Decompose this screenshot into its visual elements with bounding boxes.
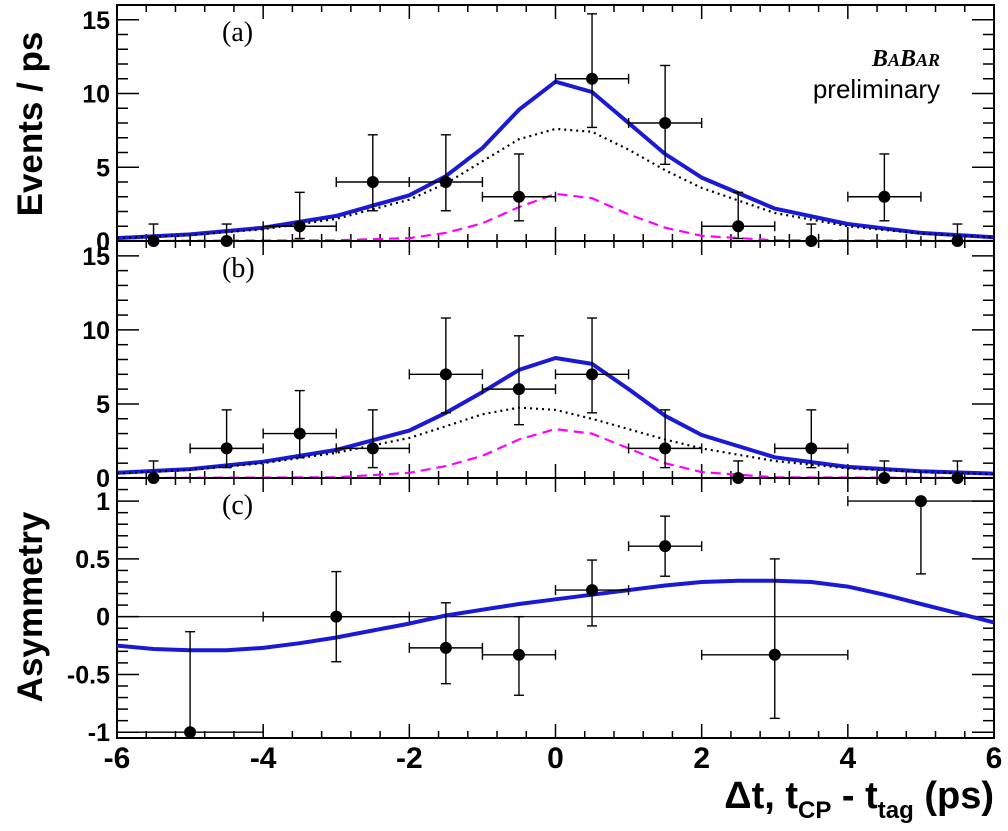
data-marker xyxy=(512,648,525,661)
data-marker xyxy=(586,72,599,85)
data-marker xyxy=(659,117,672,129)
data-point xyxy=(774,409,849,469)
data-point xyxy=(700,191,776,240)
data-point xyxy=(627,515,703,577)
y-tick-label: 5 xyxy=(96,391,110,419)
data-marker xyxy=(659,442,672,455)
x-tick-label: 4 xyxy=(839,742,856,775)
data-marker xyxy=(439,176,452,188)
babar-logo-b2: B xyxy=(899,46,916,72)
x-tick-label: -6 xyxy=(104,742,131,775)
y-tick-label: 15 xyxy=(82,7,110,35)
data-marker xyxy=(220,442,233,455)
panel-a: 0 5 10 15 Events / ps (a) xyxy=(11,4,995,256)
x-tick-label: -2 xyxy=(396,742,423,775)
total-fit-curve xyxy=(117,578,994,653)
data-marker xyxy=(366,442,379,455)
data-point xyxy=(408,317,484,414)
data-point xyxy=(408,602,484,685)
data-point xyxy=(481,153,557,222)
y-tick-label: 0 xyxy=(96,604,110,632)
y-tick-label: -0.5 xyxy=(67,661,110,689)
babar-logo-a1: A xyxy=(887,50,900,70)
y-axis-label: Asymmetry xyxy=(11,511,50,702)
babar-logo: BABAR xyxy=(871,46,940,72)
babar-logo-r: R xyxy=(927,50,940,70)
data-point xyxy=(335,409,411,469)
y-tick-label: 1 xyxy=(96,488,110,516)
panel-c: -1 -0.5 0 0.5 1 -6 -4 -2 0 2 4 6 Asymmetry (c) xyxy=(11,477,1003,775)
babar-logo-a2: A xyxy=(915,50,928,70)
data-point xyxy=(554,559,630,627)
data-marker xyxy=(805,442,818,455)
y-tick-label: 5 xyxy=(96,154,110,182)
x-tick-label: 2 xyxy=(693,742,710,775)
data-marker xyxy=(439,368,452,381)
y-tick-label: -1 xyxy=(88,719,110,747)
data-point xyxy=(189,409,264,469)
data-point xyxy=(262,191,337,240)
data-marker xyxy=(768,648,781,661)
data-marker xyxy=(659,540,672,553)
y-tick-label: 0 xyxy=(96,465,110,493)
babar-logo-b1: B xyxy=(871,46,888,72)
data-marker xyxy=(914,495,927,508)
y-tick-label: 0.5 xyxy=(75,546,110,574)
x-tick-label: 6 xyxy=(986,742,1003,775)
panel-tag: (a) xyxy=(222,17,253,48)
data-point xyxy=(116,630,264,739)
data-marker xyxy=(439,641,452,654)
background-dashed-curve xyxy=(117,192,994,241)
preliminary-label: preliminary xyxy=(813,74,940,104)
background-dashed-curve xyxy=(117,427,994,478)
data-marker xyxy=(366,176,379,188)
data-marker xyxy=(293,220,306,233)
x-tick-label: 0 xyxy=(547,742,564,775)
x-tick-label: -4 xyxy=(250,742,277,775)
y-axis-label: Events / ps xyxy=(11,32,50,217)
data-point xyxy=(774,223,849,247)
experiment-logo: BABAR preliminary xyxy=(813,46,940,104)
data-point xyxy=(408,134,484,212)
data-point xyxy=(700,558,849,720)
data-point xyxy=(554,317,630,414)
data-marker xyxy=(878,190,891,203)
y-tick-label: 10 xyxy=(82,81,110,109)
y-tick-label: 10 xyxy=(82,317,110,345)
y-tick-label: 15 xyxy=(82,243,110,271)
data-point xyxy=(847,153,922,222)
data-marker xyxy=(586,368,599,381)
data-point xyxy=(627,64,703,166)
panel-tag: (b) xyxy=(222,253,255,284)
signal-dotted-curve xyxy=(117,406,994,476)
data-marker xyxy=(184,726,197,739)
data-marker xyxy=(330,610,343,623)
data-point xyxy=(481,335,557,426)
data-marker xyxy=(586,584,599,597)
total-fit-curve xyxy=(117,79,994,241)
data-point xyxy=(262,570,411,663)
total-fit-curve xyxy=(117,356,994,476)
data-point xyxy=(627,409,703,469)
data-marker xyxy=(512,190,525,203)
data-point xyxy=(262,389,337,459)
data-point xyxy=(481,615,557,696)
panel-tag: (c) xyxy=(222,490,253,521)
data-marker xyxy=(512,383,525,396)
data-point xyxy=(554,13,630,129)
y-tick-label: 0 xyxy=(96,228,110,256)
x-axis-label: Δt, tCP - ttag (ps) xyxy=(724,775,994,824)
signal-dotted-curve xyxy=(117,127,994,240)
data-marker xyxy=(293,427,306,440)
panel-b: 0 5 10 15 (b) xyxy=(82,240,995,493)
data-marker xyxy=(732,220,745,233)
data-point xyxy=(847,495,995,575)
